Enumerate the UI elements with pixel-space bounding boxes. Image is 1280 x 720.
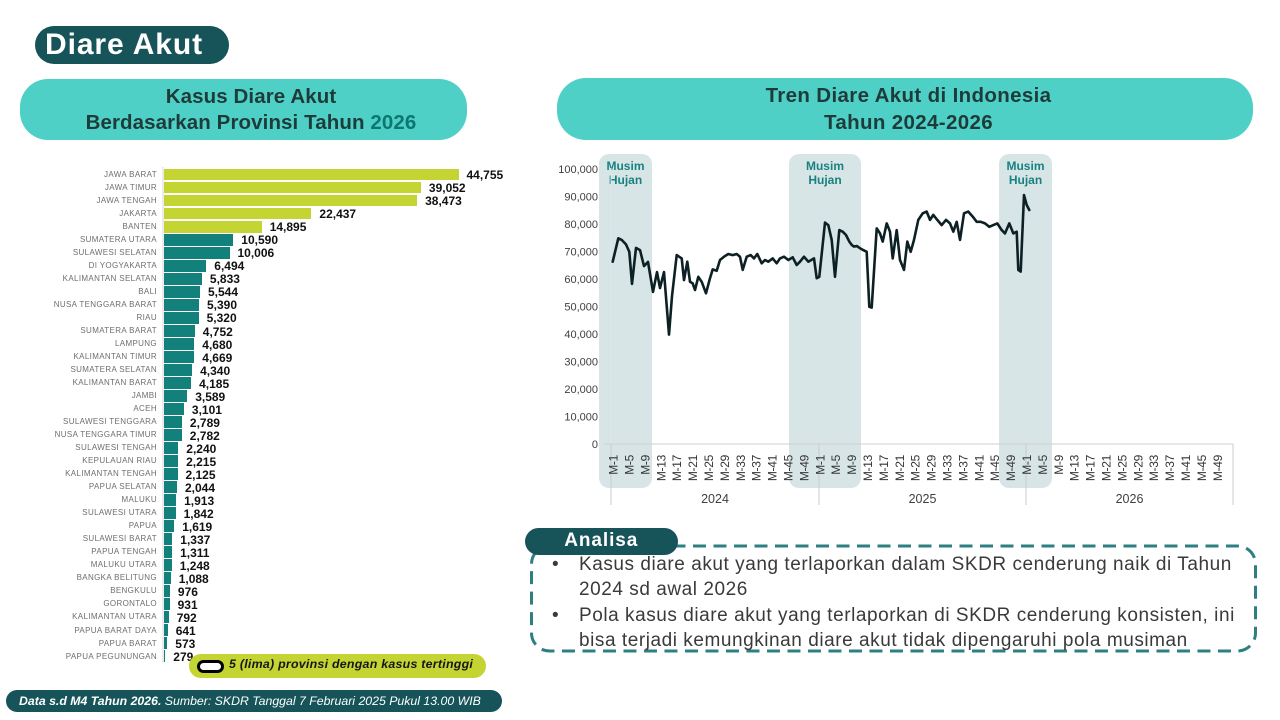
svg-text:M-49: M-49 xyxy=(1004,454,1018,481)
svg-text:M-21: M-21 xyxy=(1100,454,1114,481)
svg-text:M-37: M-37 xyxy=(1163,454,1177,481)
svg-text:M-17: M-17 xyxy=(1084,454,1098,481)
svg-text:Musim: Musim xyxy=(806,159,844,173)
svg-text:M-17: M-17 xyxy=(877,454,891,481)
svg-text:90,000: 90,000 xyxy=(564,191,598,203)
svg-text:M-21: M-21 xyxy=(686,454,700,481)
svg-text:M-37: M-37 xyxy=(750,454,764,481)
svg-text:20,000: 20,000 xyxy=(564,384,598,396)
svg-text:M-33: M-33 xyxy=(734,454,748,481)
svg-text:Hujan: Hujan xyxy=(609,173,642,187)
svg-text:M-45: M-45 xyxy=(782,454,796,481)
svg-text:M-25: M-25 xyxy=(1115,454,1129,481)
svg-text:M-9: M-9 xyxy=(1052,454,1066,474)
svg-text:M-29: M-29 xyxy=(718,454,732,481)
svg-text:M-5: M-5 xyxy=(1036,454,1050,474)
svg-text:M-29: M-29 xyxy=(925,454,939,481)
svg-text:M-13: M-13 xyxy=(654,454,668,481)
svg-text:M-21: M-21 xyxy=(893,454,907,481)
svg-text:M-25: M-25 xyxy=(909,454,923,481)
svg-text:M-41: M-41 xyxy=(1179,454,1193,481)
svg-text:40,000: 40,000 xyxy=(564,329,598,341)
svg-text:80,000: 80,000 xyxy=(564,219,598,231)
svg-text:M-1: M-1 xyxy=(813,454,827,474)
svg-text:10,000: 10,000 xyxy=(564,411,598,423)
svg-text:M-41: M-41 xyxy=(972,454,986,481)
svg-text:50,000: 50,000 xyxy=(564,301,598,313)
svg-text:M-5: M-5 xyxy=(829,454,843,474)
svg-text:M-45: M-45 xyxy=(988,454,1002,481)
svg-text:0: 0 xyxy=(592,439,598,451)
svg-text:M-41: M-41 xyxy=(766,454,780,481)
svg-text:M-25: M-25 xyxy=(702,454,716,481)
svg-text:M-9: M-9 xyxy=(845,454,859,474)
svg-text:Musim: Musim xyxy=(1006,159,1044,173)
svg-text:Hujan: Hujan xyxy=(1009,173,1042,187)
svg-text:2024: 2024 xyxy=(701,492,729,506)
svg-text:2025: 2025 xyxy=(909,492,937,506)
svg-text:M-37: M-37 xyxy=(956,454,970,481)
svg-text:M-49: M-49 xyxy=(797,454,811,481)
svg-text:M-1: M-1 xyxy=(607,454,621,474)
svg-text:M-1: M-1 xyxy=(1020,454,1034,474)
svg-text:M-9: M-9 xyxy=(638,454,652,474)
svg-text:M-45: M-45 xyxy=(1195,454,1209,481)
svg-text:60,000: 60,000 xyxy=(564,274,598,286)
svg-text:M-13: M-13 xyxy=(861,454,875,481)
svg-text:70,000: 70,000 xyxy=(564,246,598,258)
svg-text:M-13: M-13 xyxy=(1068,454,1082,481)
svg-text:Musim: Musim xyxy=(606,159,644,173)
svg-text:M-5: M-5 xyxy=(623,454,637,474)
svg-text:M-17: M-17 xyxy=(670,454,684,481)
svg-text:M-49: M-49 xyxy=(1211,454,1225,481)
svg-text:100,000: 100,000 xyxy=(558,164,598,176)
svg-text:2026: 2026 xyxy=(1116,492,1144,506)
svg-text:M-33: M-33 xyxy=(941,454,955,481)
svg-text:M-33: M-33 xyxy=(1147,454,1161,481)
svg-text:M-29: M-29 xyxy=(1131,454,1145,481)
svg-text:30,000: 30,000 xyxy=(564,356,598,368)
svg-text:Hujan: Hujan xyxy=(808,173,841,187)
